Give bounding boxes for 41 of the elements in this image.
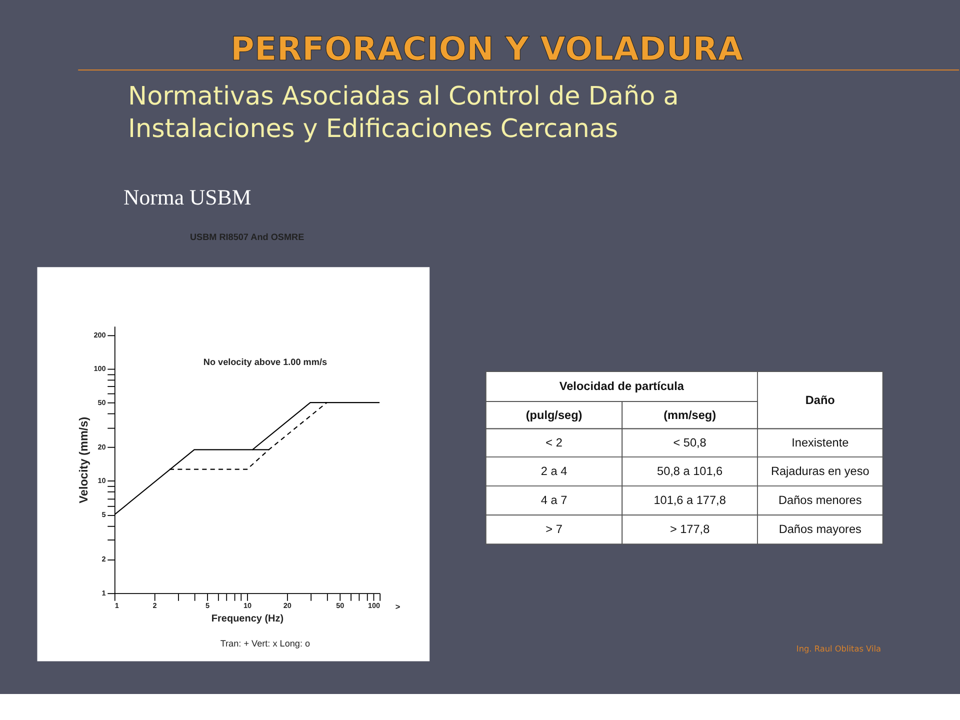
x-tick-label: 50 <box>336 601 344 610</box>
text: Normativas Asociadas al Control de Daño a Instalaciones y Edificaciones Cercanas <box>128 80 679 144</box>
text: Daño <box>805 392 835 407</box>
x-tick-label: 1 <box>114 601 119 610</box>
text: Daños mayores <box>778 522 862 536</box>
text: > <box>395 602 400 612</box>
y-tick-label: 2 <box>102 554 106 564</box>
text: PERFORACION Y VOLADURA <box>230 30 744 68</box>
y-tick-label: 1 <box>102 588 106 598</box>
x-tick-label: 5 <box>206 601 210 610</box>
text: > 177,8 <box>670 522 710 536</box>
text: 2 a 4 <box>540 464 568 478</box>
text: Velocidad de partícula <box>559 379 684 394</box>
y-tick-label: 100 <box>94 364 106 374</box>
text: (pulg/seg) <box>526 408 582 422</box>
y-tick-label: 10 <box>98 476 106 486</box>
y-tick-label: 200 <box>94 330 106 340</box>
text: Tran: + Vert: x Long: o <box>220 638 310 649</box>
x-axis-title: Frequency (Hz) <box>211 614 284 625</box>
chart-title: USBM RI8507 And OSMRE <box>190 232 304 242</box>
annotation: No velocity above 1.00 mm/s <box>203 357 328 368</box>
text: 101,6 a 177,8 <box>654 493 726 508</box>
y-axis-title: Velocity (mm/s) <box>76 416 90 504</box>
x-tick-label: 100 <box>368 601 380 610</box>
text: > 7 <box>546 522 562 536</box>
x-tick-label: 2 <box>152 601 157 610</box>
text: 50,8 a 101,6 <box>656 464 724 478</box>
text: (mm/seg) <box>664 408 716 422</box>
x-tick-label: 10 <box>243 601 252 610</box>
text: < 2 <box>546 435 562 450</box>
text: Norma USBM <box>124 185 252 210</box>
text: < 50,8 <box>673 435 707 450</box>
text: Rajaduras en yeso <box>770 464 870 478</box>
text: 4 a 7 <box>540 493 568 508</box>
y-tick-label: 5 <box>102 510 106 519</box>
text: Ing. Raul Oblitas Vila <box>796 643 881 654</box>
y-tick-label: 20 <box>98 442 106 452</box>
text: Daños menores <box>778 493 862 508</box>
text: Inexistente <box>792 435 850 450</box>
x-tick-label: 20 <box>283 601 292 610</box>
y-tick-label: 50 <box>98 398 106 407</box>
